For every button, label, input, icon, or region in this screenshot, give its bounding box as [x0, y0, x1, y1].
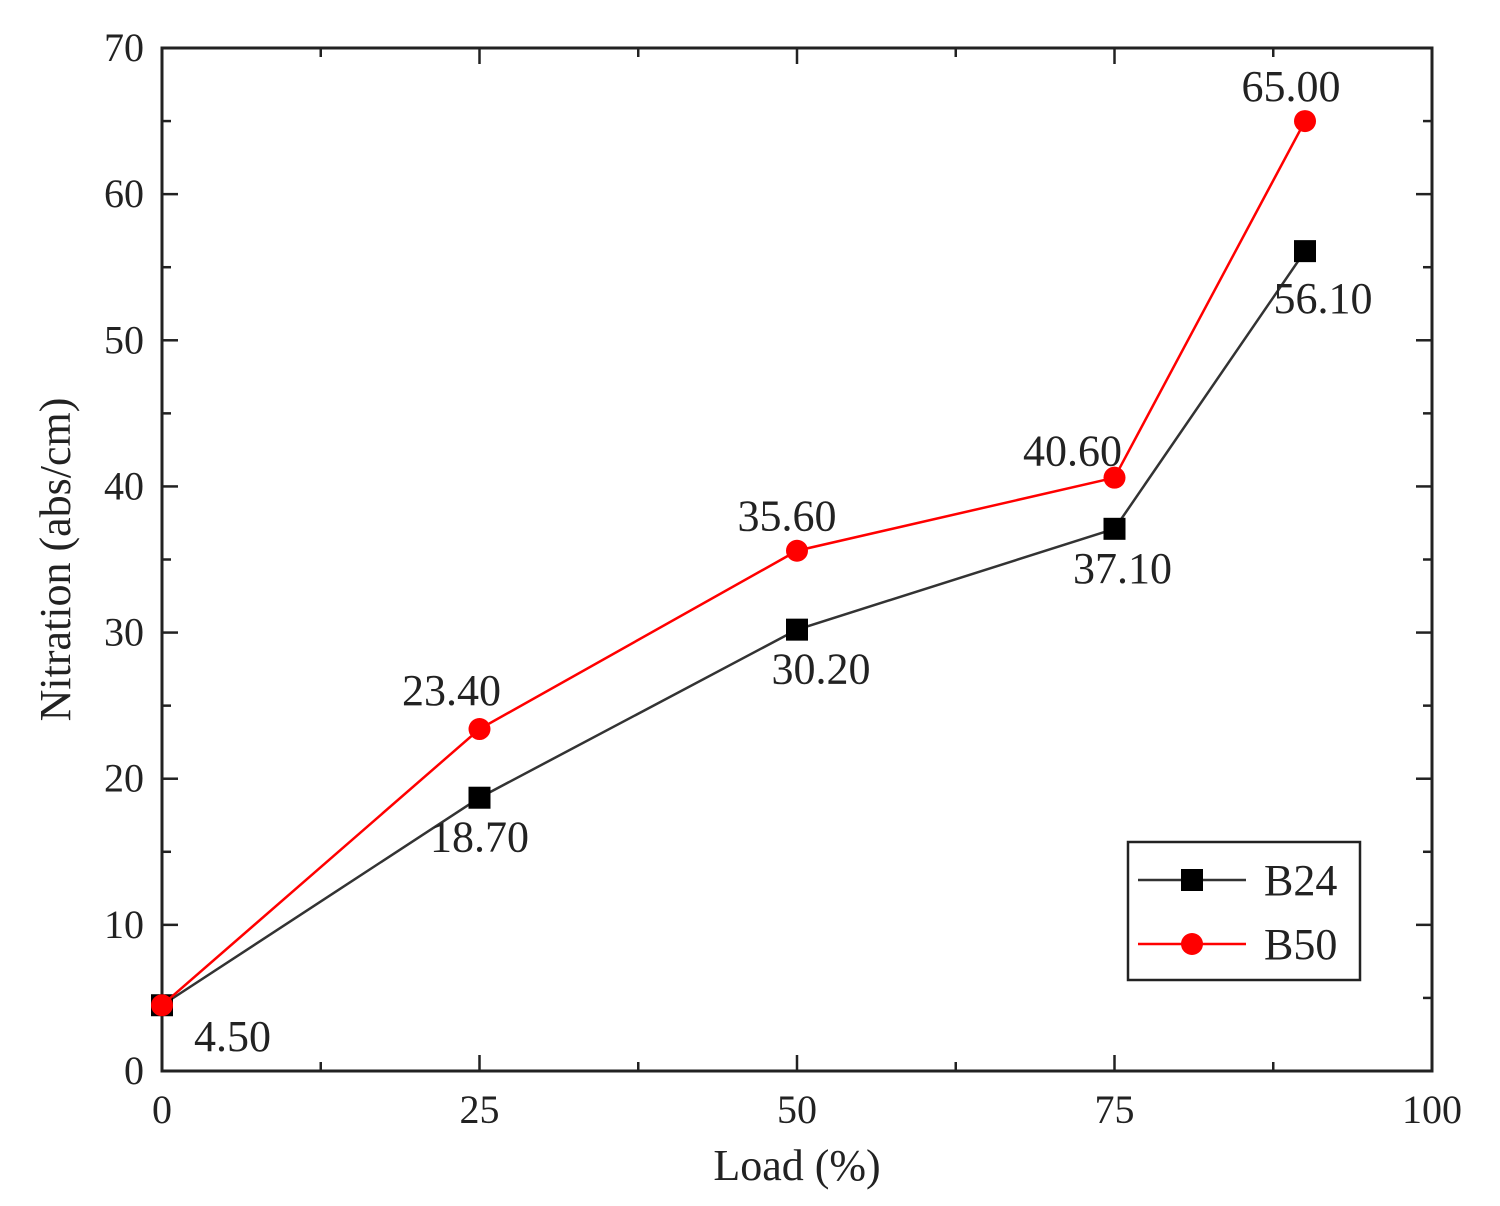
data-point-b50 — [1103, 466, 1126, 489]
data-point-b24 — [1294, 240, 1316, 263]
y-tick-label: 20 — [104, 756, 144, 801]
data-label-b50: 35.60 — [738, 492, 837, 541]
y-tick-label: 40 — [104, 463, 144, 508]
data-point-b24 — [468, 786, 491, 809]
y-tick-label: 60 — [104, 171, 144, 216]
y-tick-label: 30 — [104, 610, 144, 655]
axes: 0 10 20 30 40 50 60 70 0 25 50 75 100 — [104, 25, 1462, 1132]
y-tick-label: 10 — [104, 902, 144, 947]
x-tick-label: 0 — [152, 1087, 172, 1132]
y-tick-label: 0 — [124, 1048, 144, 1093]
data-label-b24: 18.70 — [430, 813, 529, 862]
y-tick-label: 70 — [104, 25, 144, 70]
data-point-b24 — [786, 618, 808, 641]
data-label-b50: 23.40 — [402, 666, 501, 715]
data-label-b24: 56.10 — [1274, 274, 1373, 323]
legend-marker-b24 — [1181, 869, 1203, 891]
legend-marker-b50 — [1181, 933, 1203, 955]
legend-box — [1126, 840, 1362, 982]
x-tick-label: 50 — [777, 1087, 817, 1132]
data-point-b50 — [151, 994, 173, 1017]
data-label-b24: 30.20 — [772, 645, 871, 694]
y-tick-label: 50 — [104, 317, 144, 362]
data-label-b24: 4.50 — [194, 1012, 271, 1061]
data-label-b50: 65.00 — [1242, 62, 1341, 111]
data-point-b50 — [1294, 110, 1316, 133]
legend-label-b50: B50 — [1264, 920, 1337, 969]
x-tick-label: 75 — [1095, 1087, 1135, 1132]
data-label-b24: 37.10 — [1073, 544, 1172, 593]
x-tick-label: 100 — [1402, 1087, 1462, 1132]
x-axis-title: Load (%) — [713, 1141, 880, 1190]
legend-label-b24: B24 — [1264, 856, 1337, 905]
x-tick-label: 25 — [460, 1087, 500, 1132]
data-point-b50 — [786, 539, 808, 562]
series-layer — [151, 110, 1316, 1017]
data-label-b50: 40.60 — [1023, 427, 1122, 476]
data-labels: 4.50 18.70 30.20 37.10 56.10 23.40 35.60 40.60 6… — [194, 62, 1373, 1061]
y-axis-title: Nitration (abs/cm) — [31, 398, 80, 722]
data-point-b24 — [1103, 517, 1126, 540]
data-point-b50 — [468, 718, 491, 741]
